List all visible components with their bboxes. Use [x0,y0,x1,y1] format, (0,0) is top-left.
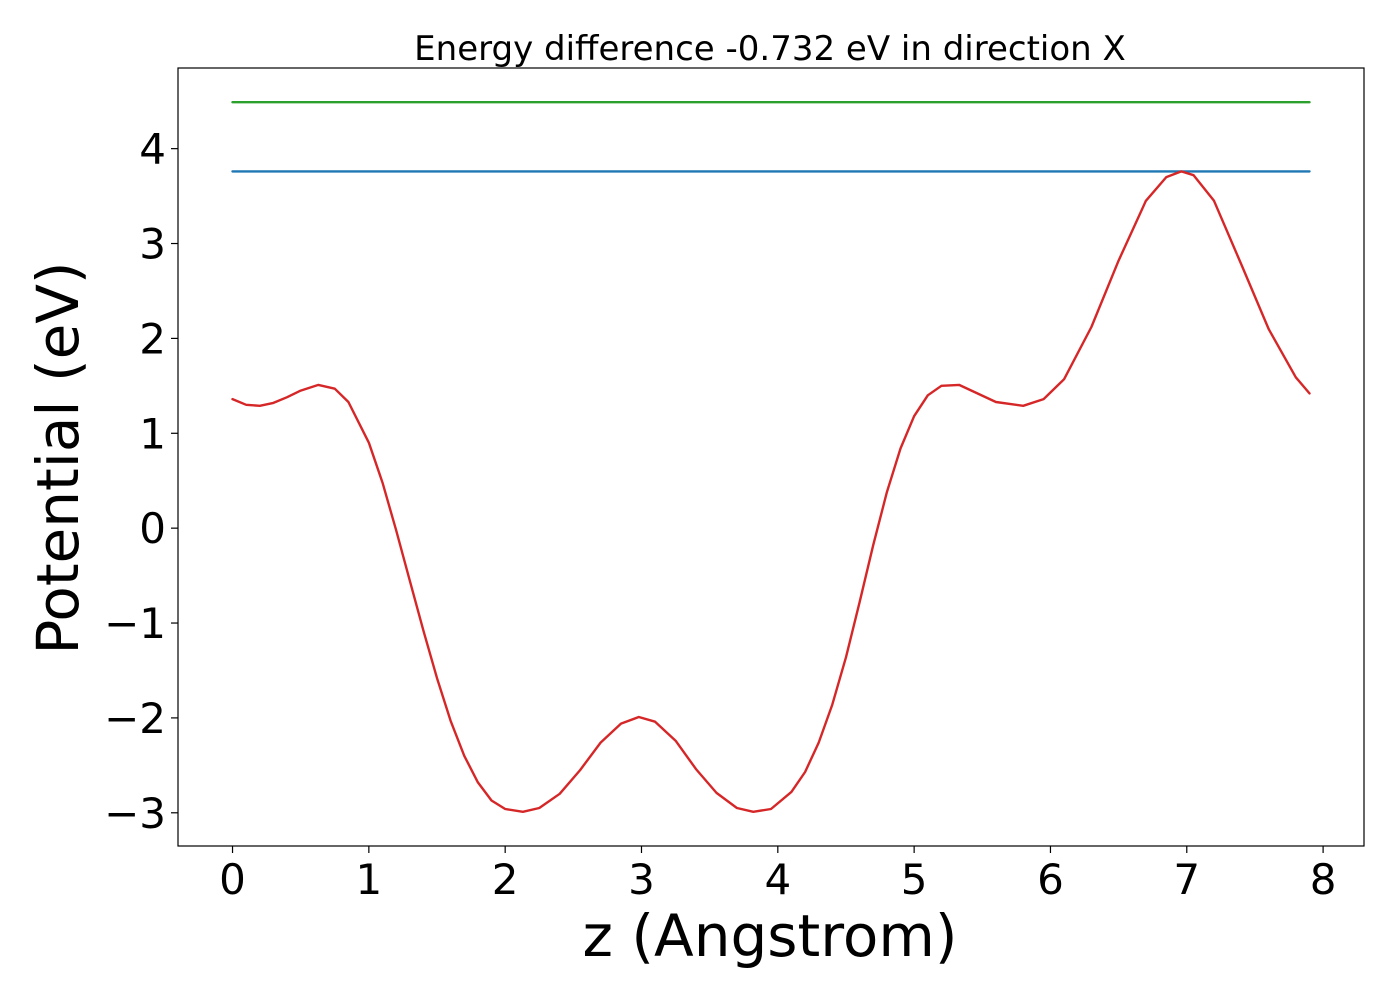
x-axis-label: z (Angstrom) [583,902,958,970]
x-tick-label: 3 [628,855,655,904]
y-tick-label: −1 [104,599,166,648]
x-tick-label: 6 [1037,855,1064,904]
chart-title: Energy difference -0.732 eV in direction… [414,29,1126,69]
y-tick-label: −2 [104,694,166,743]
y-tick-label: 4 [139,125,166,174]
x-tick-label: 1 [355,855,382,904]
x-tick-label: 4 [764,855,791,904]
x-tick-label: 5 [901,855,928,904]
y-axis-label: Potential (eV) [24,261,92,654]
axes-frame [177,67,1365,847]
y-axis: −3 −2 −1 0 1 2 3 4 [104,125,178,838]
x-tick-label: 2 [492,855,519,904]
y-tick-label: −3 [104,789,166,838]
plot-area [231,100,1311,813]
y-tick-label: 2 [139,314,166,363]
series-line-3 [231,170,1311,813]
y-tick-label: 1 [139,409,166,458]
x-axis: 0 1 2 3 4 5 6 7 8 [219,846,1336,904]
x-tick-label: 7 [1173,855,1200,904]
y-tick-label: 0 [139,504,166,553]
y-tick-label: 3 [139,220,166,269]
x-tick-label: 8 [1310,855,1337,904]
x-tick-label: 0 [219,855,246,904]
